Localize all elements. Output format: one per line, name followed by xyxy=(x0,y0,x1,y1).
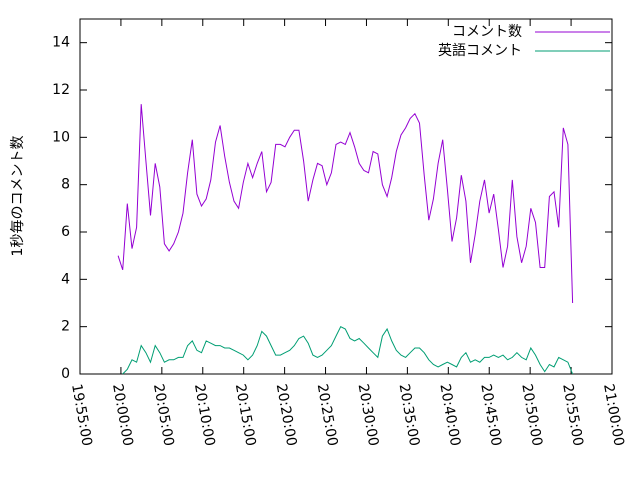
plot-frame xyxy=(79,18,613,375)
legend-label: コメント数 xyxy=(452,24,522,40)
x-tick-label: 20:35:00 xyxy=(396,383,423,448)
y-tick-label: 8 xyxy=(61,177,70,193)
x-tick-label: 20:30:00 xyxy=(355,383,382,448)
x-tick-label: 20:05:00 xyxy=(150,383,177,448)
y-tick-label: 2 xyxy=(61,319,70,335)
x-tick-label: 20:40:00 xyxy=(436,383,463,448)
y-tick-label: 6 xyxy=(61,224,70,240)
y-tick-label: 10 xyxy=(52,129,70,145)
data-line xyxy=(122,326,574,375)
x-tick-label: 20:00:00 xyxy=(109,383,136,448)
x-tick-label: 19:55:00 xyxy=(68,383,95,448)
y-tick-label: 12 xyxy=(52,82,70,98)
x-tick-label: 20:55:00 xyxy=(559,383,586,448)
x-tick-label: 20:45:00 xyxy=(477,383,504,448)
y-axis-label: 1秒毎のコメント数 xyxy=(10,136,26,257)
x-tick-label: 20:20:00 xyxy=(273,383,300,448)
y-tick-label: 0 xyxy=(61,366,70,382)
x-tick-label: 20:15:00 xyxy=(232,383,259,448)
x-tick-label: 21:00:00 xyxy=(600,383,627,448)
x-tick-label: 20:10:00 xyxy=(191,383,218,448)
x-tick-label: 20:50:00 xyxy=(518,383,545,448)
y-tick-label: 14 xyxy=(52,35,70,51)
x-tick-label: 20:25:00 xyxy=(314,383,341,448)
legend-label: 英語コメント xyxy=(438,42,522,59)
y-tick-label: 4 xyxy=(61,271,70,287)
data-line xyxy=(117,104,574,304)
